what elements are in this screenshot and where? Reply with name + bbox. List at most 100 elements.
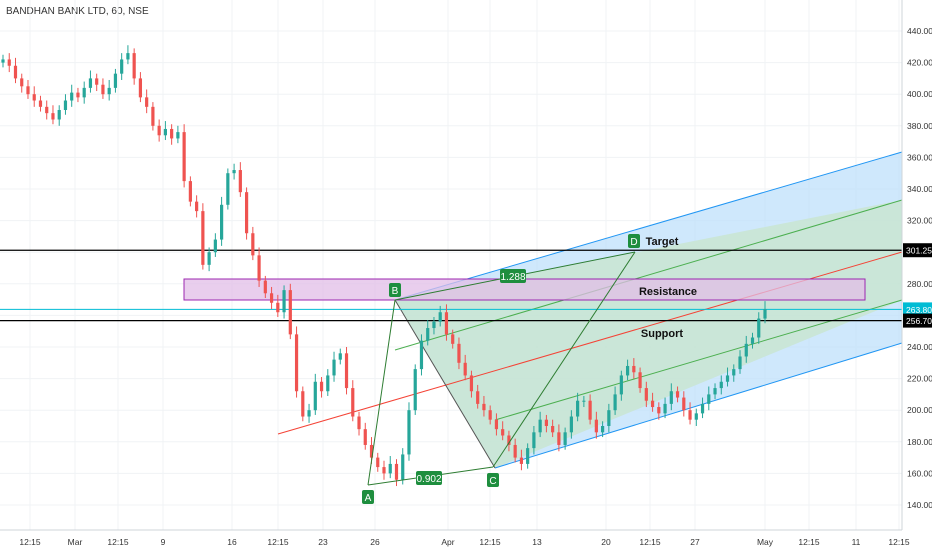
- candle-body: [638, 372, 642, 389]
- candle-body: [732, 369, 736, 376]
- candle-body: [576, 400, 580, 417]
- y-tick-label: 360.00: [907, 152, 932, 162]
- candle-body: [682, 397, 686, 411]
- candle-body: [757, 318, 761, 338]
- candle-body: [519, 457, 524, 464]
- candle-body: [151, 106, 155, 126]
- x-tick-label: 11: [852, 537, 861, 547]
- y-tick-label: 420.00: [907, 58, 932, 68]
- candle-body: [501, 429, 505, 436]
- y-tick-label: 400.00: [907, 89, 932, 99]
- candle-body: [263, 280, 267, 294]
- candle-body: [376, 457, 380, 468]
- candle-body: [269, 293, 274, 303]
- candle-body: [95, 78, 99, 85]
- candle-body: [70, 92, 74, 101]
- candle-body: [544, 419, 548, 426]
- candle-body: [213, 239, 217, 253]
- candle-body: [382, 467, 386, 474]
- candle-body: [419, 340, 424, 370]
- pattern-point-c: C: [489, 476, 496, 487]
- candle-body: [82, 87, 86, 98]
- x-axis-bg: [0, 530, 932, 550]
- candle-body: [563, 432, 567, 445]
- candle-body: [288, 290, 292, 335]
- pattern-point-a-bg: [362, 490, 374, 504]
- candle-body: [282, 290, 286, 313]
- candle-body: [32, 94, 36, 101]
- candle-body: [226, 173, 230, 205]
- pattern-point-b-bg: [389, 283, 401, 297]
- x-tick-label: 12:15: [19, 537, 41, 547]
- pattern-point-d-bg: [628, 234, 640, 248]
- candle-body: [145, 97, 149, 107]
- pitchfork-inner-upper: [394, 199, 903, 351]
- candle-body: [688, 410, 692, 420]
- candle-body: [182, 132, 186, 182]
- pattern-point-b: B: [392, 286, 399, 297]
- candle-body: [413, 369, 417, 411]
- candle-body: [251, 233, 255, 256]
- candle-body: [569, 416, 573, 433]
- y-tick-label: 440.00: [907, 26, 932, 36]
- pitchfork-handle: [394, 299, 496, 469]
- candle-body: [469, 375, 474, 392]
- x-tick-label: 16: [227, 537, 237, 547]
- annotation-support: Support: [641, 328, 683, 340]
- candle-body: [513, 444, 517, 458]
- y-tick-label: 160.00: [907, 468, 932, 478]
- candles: [1, 45, 767, 487]
- candle-body: [388, 463, 392, 474]
- candle-body: [132, 53, 136, 79]
- candle-body: [319, 381, 324, 392]
- candle-body: [538, 419, 542, 433]
- candle-body: [238, 170, 242, 193]
- candle-body: [307, 410, 311, 417]
- pitchfork-inner-lower: [494, 299, 903, 421]
- y-tick-label: 140.00: [907, 500, 932, 510]
- candle-body: [326, 375, 330, 392]
- candle-body: [744, 343, 748, 357]
- candle-body: [13, 65, 18, 79]
- x-tick-label: 12:15: [267, 537, 289, 547]
- pattern-leg-ab: [367, 299, 396, 486]
- candle-body: [644, 388, 648, 401]
- pitchfork-inner-fill: [395, 200, 902, 468]
- candle-body: [301, 391, 305, 417]
- candle-body: [88, 78, 93, 88]
- candle-body: [332, 359, 336, 376]
- candle-body: [625, 365, 630, 376]
- candle-body: [20, 78, 24, 87]
- candle-body: [57, 110, 61, 120]
- candle-body: [426, 328, 430, 341]
- y-tick-label: 320.00: [907, 216, 932, 226]
- y-axis-bg: [902, 0, 932, 550]
- candle-body: [138, 78, 143, 98]
- ratio-label-ac-bg: [416, 471, 442, 485]
- annotation-target: Target: [646, 236, 679, 248]
- candle-body: [476, 391, 480, 404]
- candle-body: [45, 106, 49, 114]
- candle-body: [594, 419, 598, 433]
- candle-body: [532, 432, 536, 449]
- candle-body: [613, 394, 617, 411]
- candle-body: [750, 337, 755, 344]
- candle-body: [582, 400, 586, 402]
- candle-body: [463, 362, 467, 376]
- candle-body: [363, 429, 367, 445]
- x-tick-label: May: [757, 537, 774, 547]
- price-label: 263.80: [906, 305, 932, 315]
- candle-body: [507, 435, 511, 445]
- pitchfork-upper-line: [394, 151, 903, 301]
- price-label: 256.70: [906, 316, 932, 326]
- price-label-bg: [903, 313, 932, 328]
- y-tick-label: 180.00: [907, 437, 932, 447]
- candle-body: [38, 100, 43, 107]
- harmonic-pattern: A B C D 1.288 0.902: [362, 234, 640, 504]
- candle-body: [1, 59, 5, 63]
- candle-body: [357, 416, 361, 430]
- candle-body: [588, 400, 592, 420]
- x-tick-label: 27: [690, 537, 700, 547]
- candle-body: [170, 128, 174, 139]
